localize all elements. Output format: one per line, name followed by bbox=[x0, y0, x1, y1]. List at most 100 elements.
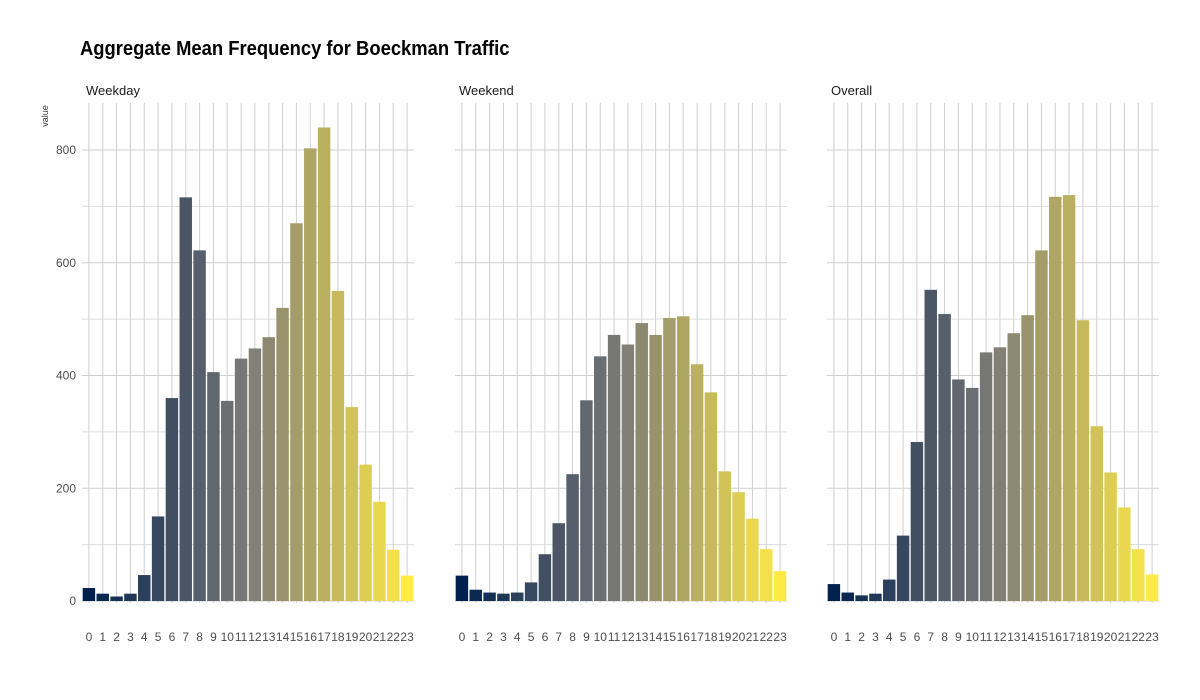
x-tick-label: 11 bbox=[235, 630, 248, 644]
panel-title: Weekend bbox=[459, 83, 514, 98]
x-tick-label: 5 bbox=[155, 630, 162, 644]
bar bbox=[469, 589, 482, 601]
x-tick-label: 7 bbox=[182, 630, 189, 644]
bar bbox=[151, 516, 165, 601]
bar bbox=[359, 464, 372, 601]
bar bbox=[1076, 320, 1090, 601]
x-tick-label: 11 bbox=[980, 630, 993, 644]
bar bbox=[234, 358, 248, 601]
x-tick-label: 1 bbox=[472, 630, 479, 644]
bar bbox=[193, 250, 206, 601]
x-tick-label: 23 bbox=[773, 630, 787, 644]
bar bbox=[511, 592, 524, 601]
x-tick-label: 7 bbox=[555, 630, 562, 644]
bar bbox=[993, 347, 1007, 601]
bar bbox=[690, 364, 704, 601]
x-tick-label: 15 bbox=[290, 630, 304, 644]
x-tick-label: 18 bbox=[704, 630, 718, 644]
bar bbox=[317, 127, 331, 601]
y-tick-label: 800 bbox=[56, 143, 76, 157]
x-tick-label: 4 bbox=[886, 630, 893, 644]
bar bbox=[938, 314, 951, 601]
bar bbox=[746, 518, 759, 601]
y-tick-label: 200 bbox=[56, 481, 76, 495]
bar bbox=[483, 592, 496, 601]
bar bbox=[331, 290, 345, 601]
x-tick-label: 17 bbox=[690, 630, 704, 644]
chart-title: Aggregate Mean Frequency for Boeckman Tr… bbox=[80, 38, 510, 60]
x-tick-label: 14 bbox=[1021, 630, 1035, 644]
x-tick-label: 4 bbox=[141, 630, 148, 644]
x-tick-label: 10 bbox=[221, 630, 235, 644]
bar bbox=[524, 582, 538, 601]
x-tick-label: 10 bbox=[966, 630, 980, 644]
bar bbox=[1145, 574, 1159, 601]
x-tick-label: 12 bbox=[993, 630, 1007, 644]
bar bbox=[607, 334, 621, 601]
bar bbox=[841, 592, 854, 601]
y-tick-label: 400 bbox=[56, 369, 76, 383]
x-tick-label: 23 bbox=[1145, 630, 1159, 644]
x-tick-label: 20 bbox=[359, 630, 373, 644]
bar bbox=[1035, 250, 1048, 601]
bar bbox=[373, 501, 386, 601]
bar bbox=[124, 593, 137, 601]
x-tick-label: 23 bbox=[400, 630, 414, 644]
x-tick-label: 17 bbox=[1062, 630, 1076, 644]
bar bbox=[552, 523, 565, 601]
x-tick-label: 2 bbox=[858, 630, 865, 644]
bar bbox=[304, 148, 317, 601]
bar bbox=[345, 407, 358, 601]
x-tick-label: 11 bbox=[608, 630, 621, 644]
bar bbox=[455, 575, 469, 601]
bar bbox=[952, 379, 965, 601]
x-tick-label: 18 bbox=[331, 630, 345, 644]
x-tick-label: 7 bbox=[927, 630, 934, 644]
bar bbox=[883, 579, 896, 601]
bar bbox=[276, 307, 289, 601]
bar bbox=[910, 442, 924, 601]
x-tick-label: 3 bbox=[500, 630, 507, 644]
x-tick-label: 2 bbox=[113, 630, 120, 644]
x-tick-label: 0 bbox=[459, 630, 466, 644]
x-tick-label: 13 bbox=[635, 630, 649, 644]
bar bbox=[580, 400, 593, 601]
bar bbox=[663, 317, 676, 601]
bar bbox=[221, 400, 234, 601]
x-tick-label: 15 bbox=[663, 630, 677, 644]
bar bbox=[718, 471, 731, 601]
bar bbox=[677, 316, 690, 601]
x-tick-label: 4 bbox=[514, 630, 521, 644]
y-tick-label: 600 bbox=[56, 256, 76, 270]
x-tick-label: 13 bbox=[1007, 630, 1021, 644]
x-tick-label: 22 bbox=[387, 630, 401, 644]
bar bbox=[924, 289, 937, 601]
x-tick-label: 19 bbox=[345, 630, 359, 644]
x-tick-label: 10 bbox=[594, 630, 608, 644]
x-tick-label: 8 bbox=[941, 630, 948, 644]
x-tick-label: 16 bbox=[677, 630, 691, 644]
x-tick-label: 21 bbox=[746, 630, 760, 644]
bar bbox=[290, 223, 303, 601]
x-tick-label: 15 bbox=[1035, 630, 1049, 644]
x-tick-label: 17 bbox=[317, 630, 331, 644]
bar bbox=[649, 334, 662, 601]
x-tick-label: 20 bbox=[1104, 630, 1118, 644]
x-tick-label: 9 bbox=[210, 630, 217, 644]
panel-title: Weekday bbox=[86, 83, 140, 98]
x-tick-label: 1 bbox=[844, 630, 851, 644]
x-tick-label: 0 bbox=[86, 630, 93, 644]
x-tick-label: 6 bbox=[542, 630, 549, 644]
x-tick-label: 19 bbox=[1090, 630, 1104, 644]
x-tick-label: 3 bbox=[127, 630, 134, 644]
bar bbox=[207, 372, 220, 601]
x-tick-label: 12 bbox=[248, 630, 262, 644]
bar bbox=[96, 593, 109, 601]
x-tick-label: 14 bbox=[649, 630, 663, 644]
bar bbox=[1007, 333, 1020, 601]
